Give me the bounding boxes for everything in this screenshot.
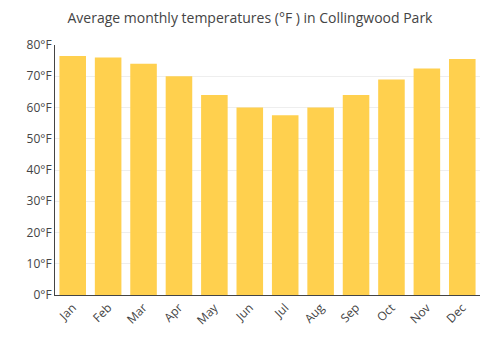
svg-text:30°F: 30°F [27,192,52,209]
svg-text:50°F: 50°F [27,130,52,147]
svg-text:70°F: 70°F [27,67,52,84]
svg-text:Oct: Oct [373,299,399,325]
svg-text:60°F: 60°F [27,99,52,116]
svg-text:80°F: 80°F [27,36,52,53]
svg-text:Jul: Jul [270,299,292,321]
svg-text:Jun: Jun [231,299,256,324]
svg-text:Apr: Apr [160,299,186,325]
svg-text:10°F: 10°F [27,255,52,272]
svg-text:Mar: Mar [123,299,151,327]
svg-text:Average monthly temperatures (: Average monthly temperatures (°F ) in Co… [68,8,434,27]
svg-text:20°F: 20°F [27,224,52,241]
svg-text:0°F: 0°F [33,286,51,303]
svg-text:Dec: Dec [442,299,469,326]
svg-text:40°F: 40°F [27,161,52,178]
svg-text:Aug: Aug [300,299,328,327]
svg-text:Feb: Feb [89,299,115,325]
svg-text:May: May [193,299,222,328]
svg-text:Jan: Jan [55,299,80,324]
svg-text:Nov: Nov [406,299,434,327]
svg-text:Sep: Sep [336,299,363,326]
